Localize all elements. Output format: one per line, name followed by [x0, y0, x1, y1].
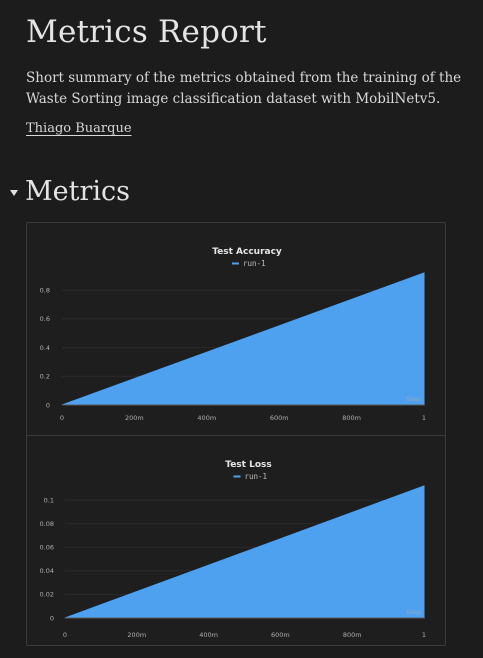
x-tick-label: 0 — [60, 414, 64, 422]
chart-title: Test Accuracy — [212, 247, 282, 257]
y-tick-label: 0.1 — [44, 496, 54, 504]
test-loss-chart[interactable]: Test Loss run-1 0 0.02 0.04 0.06 0.08 0.1 0 200m 4… — [27, 436, 445, 647]
x-tick-label: 400m — [199, 631, 218, 639]
y-tick-label: 0.08 — [40, 520, 54, 528]
y-tick-label: 0.2 — [40, 373, 50, 381]
y-tick-label: 0.06 — [40, 544, 54, 552]
test-accuracy-chart[interactable]: Test Accuracy run-1 0 0.2 0.4 0.6 0.8 0 200m 400m… — [27, 223, 445, 434]
x-tick-label: 600m — [270, 414, 289, 422]
y-tick-label: 0.02 — [40, 591, 54, 599]
x-tick-label: 600m — [271, 631, 290, 639]
x-tick-label: 800m — [342, 414, 361, 422]
chart-panel-test-loss[interactable]: Test Loss run-1 0 0.02 0.04 0.06 0.08 0.1 0 200m 4… — [27, 435, 445, 647]
chart-panel-test-accuracy[interactable]: Test Accuracy run-1 0 0.2 0.4 0.6 0.8 0 200m 400m… — [27, 223, 445, 434]
x-tick-label: 200m — [127, 631, 146, 639]
x-tick-label: 0 — [63, 631, 67, 639]
chart-panel-grid: Test Accuracy run-1 0 0.2 0.4 0.6 0.8 0 200m 400m… — [26, 222, 446, 646]
y-tick-label: 0 — [46, 401, 50, 409]
x-tick-label: 400m — [197, 414, 216, 422]
legend-entry: run-1 — [243, 259, 266, 268]
x-axis-caption: Step — [406, 395, 421, 403]
x-tick-label: 200m — [125, 414, 144, 422]
legend-entry: run-1 — [245, 472, 268, 481]
x-tick-label: 1 — [422, 414, 426, 422]
collapse-caret-icon[interactable] — [10, 189, 18, 196]
report-title: Metrics Report — [26, 14, 267, 50]
chart-title: Test Loss — [225, 460, 271, 470]
y-tick-label: 0 — [50, 614, 54, 622]
author-link[interactable]: Thiago Buarque — [26, 121, 132, 136]
y-tick-label: 0.04 — [40, 567, 54, 575]
y-tick-label: 0.6 — [40, 315, 50, 323]
area-series-run-1 — [64, 485, 425, 619]
y-tick-label: 0.8 — [40, 287, 50, 295]
y-tick-label: 0.4 — [40, 344, 50, 352]
area-series-run-1 — [61, 272, 425, 406]
x-tick-label: 1 — [422, 631, 426, 639]
x-axis-caption: Step — [406, 608, 421, 616]
report-summary: Short summary of the metrics obtained fr… — [26, 70, 462, 107]
section-title: Metrics — [25, 176, 130, 207]
x-tick-label: 800m — [343, 631, 362, 639]
metrics-section-header[interactable]: Metrics — [10, 176, 130, 207]
